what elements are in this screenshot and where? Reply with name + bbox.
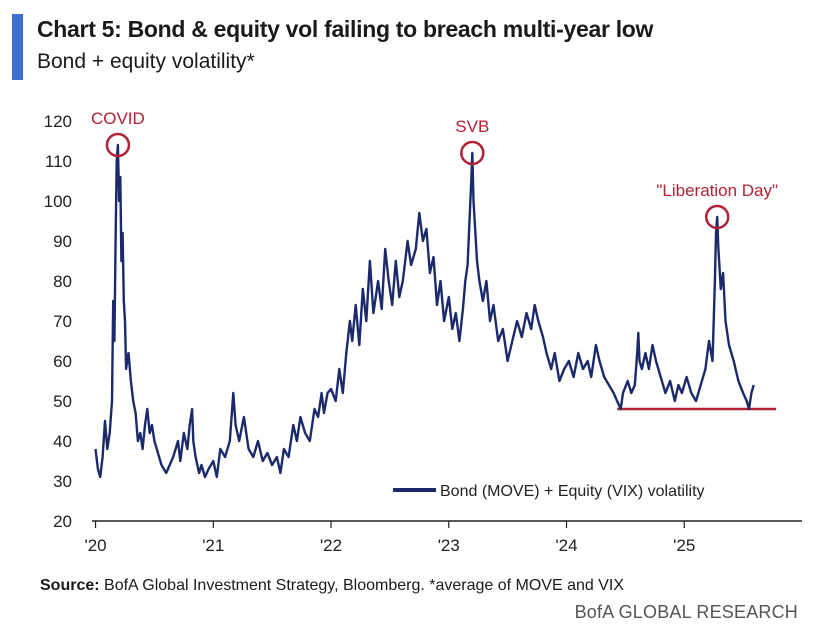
- annotation-label: "Liberation Day": [656, 181, 778, 200]
- legend-label: Bond (MOVE) + Equity (VIX) volatility: [440, 483, 705, 500]
- y-tick-label: 120: [44, 112, 72, 131]
- source-note: Source: BofA Global Investment Strategy,…: [40, 577, 624, 595]
- y-tick-label: 100: [44, 192, 72, 211]
- x-tick-label: '25: [673, 536, 695, 555]
- chart-subtitle: Bond + equity volatility*: [37, 50, 255, 73]
- x-tick-label: '22: [320, 536, 342, 555]
- title-accent-bar: [12, 14, 23, 80]
- series-line-bond-equity-vol: [94, 143, 755, 479]
- y-tick-label: 30: [53, 472, 72, 491]
- y-tick-label: 90: [53, 232, 72, 251]
- brand-footer: BofA GLOBAL RESEARCH: [574, 602, 798, 622]
- x-tick-label: '21: [202, 536, 224, 555]
- annotation-circle: [105, 132, 131, 158]
- source-text: BofA Global Investment Strategy, Bloombe…: [99, 577, 624, 594]
- y-tick-label: 50: [53, 392, 72, 411]
- x-tick-label: '23: [438, 536, 460, 555]
- y-tick-label: 40: [53, 432, 72, 451]
- y-tick-label: 20: [53, 512, 72, 531]
- x-tick-label: '20: [84, 536, 106, 555]
- y-tick-label: 80: [53, 272, 72, 291]
- chart-title: Chart 5: Bond & equity vol failing to br…: [37, 16, 654, 42]
- annotation-circle: [460, 140, 485, 166]
- y-tick-label: 70: [53, 312, 72, 331]
- annotation-circle: [704, 204, 730, 230]
- x-tick-label: '24: [555, 536, 577, 555]
- source-label: Source:: [40, 577, 100, 594]
- y-tick-label: 110: [45, 152, 72, 171]
- annotation-label: SVB: [455, 117, 489, 136]
- y-tick-label: 60: [53, 352, 72, 371]
- annotation-label: COVID: [91, 109, 145, 128]
